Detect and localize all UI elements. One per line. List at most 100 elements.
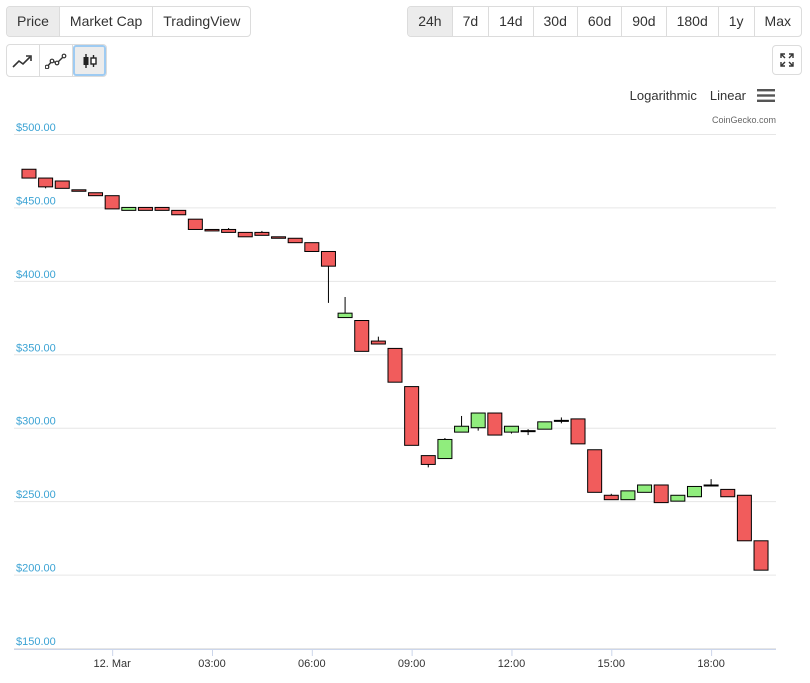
- candle[interactable]: [670, 494, 686, 502]
- candle-body-down: [204, 228, 220, 232]
- range-max-button[interactable]: Max: [764, 13, 791, 29]
- line-chart-button[interactable]: [7, 45, 40, 76]
- candle[interactable]: [370, 336, 386, 345]
- candle[interactable]: [237, 231, 253, 238]
- candle[interactable]: [753, 540, 769, 571]
- tab-tradingview[interactable]: TradingView: [163, 13, 241, 29]
- linear-scale-button[interactable]: Linear: [709, 88, 746, 103]
- candle-body-down: [420, 455, 436, 465]
- candle[interactable]: [54, 180, 70, 189]
- fullscreen-button[interactable]: [772, 45, 802, 75]
- expand-icon: [780, 53, 794, 67]
- candle[interactable]: [720, 488, 736, 498]
- candle-body-down: [404, 386, 420, 446]
- candle-body-down: [104, 195, 120, 210]
- range-90d-button[interactable]: 90d: [622, 7, 667, 36]
- candle[interactable]: [437, 437, 453, 460]
- candle[interactable]: [187, 218, 203, 230]
- candle[interactable]: [736, 494, 752, 542]
- y-tick-label: $350.00: [16, 342, 56, 354]
- candle-body-up: [337, 312, 353, 319]
- x-tick-label: 15:00: [598, 658, 626, 670]
- candle-body-down: [71, 189, 87, 192]
- candle-body-down: [370, 340, 386, 345]
- line-points-chart-button[interactable]: [40, 45, 73, 76]
- candle[interactable]: [487, 412, 503, 436]
- candle[interactable]: [204, 228, 220, 232]
- candle[interactable]: [503, 425, 519, 434]
- candle[interactable]: [71, 189, 87, 192]
- y-tick-label: $500.00: [16, 122, 56, 134]
- candle[interactable]: [686, 485, 702, 498]
- candle-body-down: [736, 494, 752, 542]
- candlestick-chart-button[interactable]: [73, 45, 106, 76]
- range-30d-button[interactable]: 30d: [534, 7, 578, 36]
- candle-body-down: [387, 347, 403, 383]
- candle[interactable]: [337, 297, 353, 319]
- range-180d-button[interactable]: 180d: [667, 7, 719, 36]
- candle[interactable]: [420, 455, 436, 468]
- candle-body-down: [587, 449, 603, 493]
- candle-body-down: [720, 488, 736, 498]
- candle[interactable]: [254, 230, 270, 236]
- candle-body-up: [537, 421, 553, 430]
- candle[interactable]: [320, 250, 336, 303]
- candle-body-down: [137, 206, 153, 211]
- tab-market-cap[interactable]: Market Cap: [60, 7, 154, 36]
- y-tick-label: $450.00: [16, 195, 56, 207]
- logarithmic-scale-button[interactable]: Logarithmic: [629, 88, 697, 103]
- candle[interactable]: [88, 192, 104, 197]
- candle[interactable]: [454, 415, 470, 433]
- range-7d-button[interactable]: 7d: [453, 7, 490, 36]
- candle-body-up: [620, 490, 636, 501]
- candle[interactable]: [121, 206, 137, 211]
- x-tick-label: 09:00: [398, 658, 426, 670]
- candle[interactable]: [620, 490, 636, 501]
- candle[interactable]: [387, 347, 403, 383]
- x-axis: 12. Mar 03:00 06:00 09:00 12:00 15:00 18:00: [14, 649, 776, 670]
- y-tick-label: $250.00: [16, 489, 56, 501]
- candle-body-down: [187, 218, 203, 230]
- candle-body-down: [753, 540, 769, 571]
- candle[interactable]: [304, 242, 320, 252]
- candle[interactable]: [404, 386, 420, 446]
- candle-body-up: [553, 419, 569, 422]
- candle-body-down: [154, 206, 170, 211]
- range-14d-button[interactable]: 14d: [489, 7, 534, 36]
- candle[interactable]: [637, 484, 653, 493]
- candle[interactable]: [553, 417, 569, 424]
- y-axis: $500.00 $450.00 $400.00 $350.00 $300.00 $250.…: [16, 122, 56, 648]
- candle[interactable]: [520, 429, 536, 436]
- candle[interactable]: [221, 227, 237, 233]
- line-chart-icon: [12, 54, 32, 68]
- candle[interactable]: [603, 493, 619, 501]
- candle[interactable]: [171, 209, 187, 216]
- range-24h-button[interactable]: 24h: [408, 7, 453, 36]
- candle[interactable]: [703, 479, 719, 487]
- candle[interactable]: [470, 412, 486, 431]
- candle-body-down: [570, 418, 586, 445]
- range-1y-button[interactable]: 1y: [719, 7, 755, 36]
- menu-button[interactable]: [757, 88, 775, 108]
- chart-type-buttons: [6, 44, 107, 77]
- candle[interactable]: [21, 168, 37, 179]
- hamburger-menu-icon: [757, 89, 775, 102]
- candle-body-down: [21, 168, 37, 179]
- candle[interactable]: [154, 206, 170, 211]
- candle[interactable]: [271, 236, 287, 239]
- candle[interactable]: [570, 418, 586, 445]
- candle[interactable]: [104, 195, 120, 210]
- candle-body-up: [437, 438, 453, 460]
- range-60d-button[interactable]: 60d: [578, 7, 623, 36]
- candle[interactable]: [137, 206, 153, 211]
- candle[interactable]: [287, 237, 303, 244]
- candles: [21, 168, 769, 571]
- chart-credit: CoinGecko.com: [711, 115, 776, 125]
- y-tick-label: $150.00: [16, 636, 56, 648]
- candle[interactable]: [38, 177, 54, 189]
- candle[interactable]: [537, 421, 553, 430]
- candle[interactable]: [653, 484, 669, 504]
- candle[interactable]: [587, 449, 603, 493]
- candle[interactable]: [354, 320, 370, 352]
- tab-price[interactable]: Price: [7, 7, 60, 36]
